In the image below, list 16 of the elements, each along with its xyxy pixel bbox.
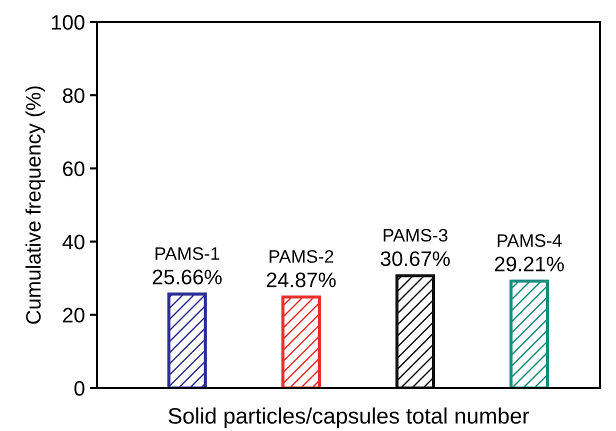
data-label: 29.21% <box>495 256 564 272</box>
y-tick-label: 60 <box>63 161 84 176</box>
x-tick-label: PAMS-3 <box>384 228 448 242</box>
y-tick-label: 40 <box>62 234 84 250</box>
data-label: 24.87% <box>266 272 336 288</box>
x-axis-title: Solid particles/capsules total number <box>168 407 530 428</box>
y-tick-label: 0 <box>74 381 84 396</box>
x-tick-label: PAMS-4 <box>498 234 562 247</box>
y-tick-label: 100 <box>52 15 84 30</box>
x-tick-label: PAMS-2 <box>270 250 334 263</box>
x-tick-label: PAMS-1 <box>156 247 220 260</box>
data-label: 30.67% <box>380 251 450 266</box>
y-tick-label: 80 <box>62 88 84 103</box>
data-label: 25.66% <box>152 270 222 284</box>
y-axis-title: Cumulative frequency (%) <box>25 86 45 324</box>
y-tick-label: 20 <box>63 308 84 323</box>
